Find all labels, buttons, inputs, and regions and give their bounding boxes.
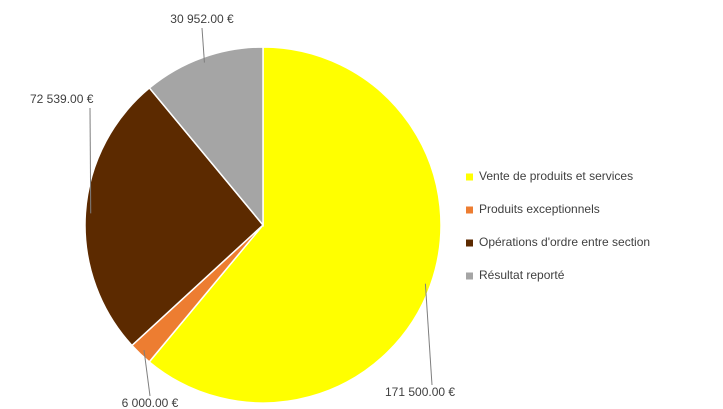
data-label: 6 000.00 € [122, 396, 179, 409]
pie-slice [148, 46, 264, 228]
pie-slice [148, 46, 442, 404]
legend-label: Opérations d'ordre entre section [479, 235, 650, 249]
legend-label: Produits exceptionnels [479, 202, 600, 216]
legend-swatch [466, 239, 473, 247]
legend-label: Vente de produits et services [479, 169, 633, 183]
pie-slice [84, 86, 265, 347]
legend-swatch [466, 173, 473, 181]
leader-line [424, 283, 433, 386]
legend-label: Résultat reporté [479, 268, 565, 282]
leader-line [89, 107, 92, 214]
legend-swatch [466, 272, 473, 280]
leader-line [143, 350, 151, 397]
data-label: 72 539.00 € [30, 92, 94, 106]
leader-line [201, 27, 205, 63]
legend-swatch [466, 206, 473, 214]
data-label: 171 500.00 € [385, 385, 455, 399]
data-label: 30 952.00 € [170, 12, 234, 26]
